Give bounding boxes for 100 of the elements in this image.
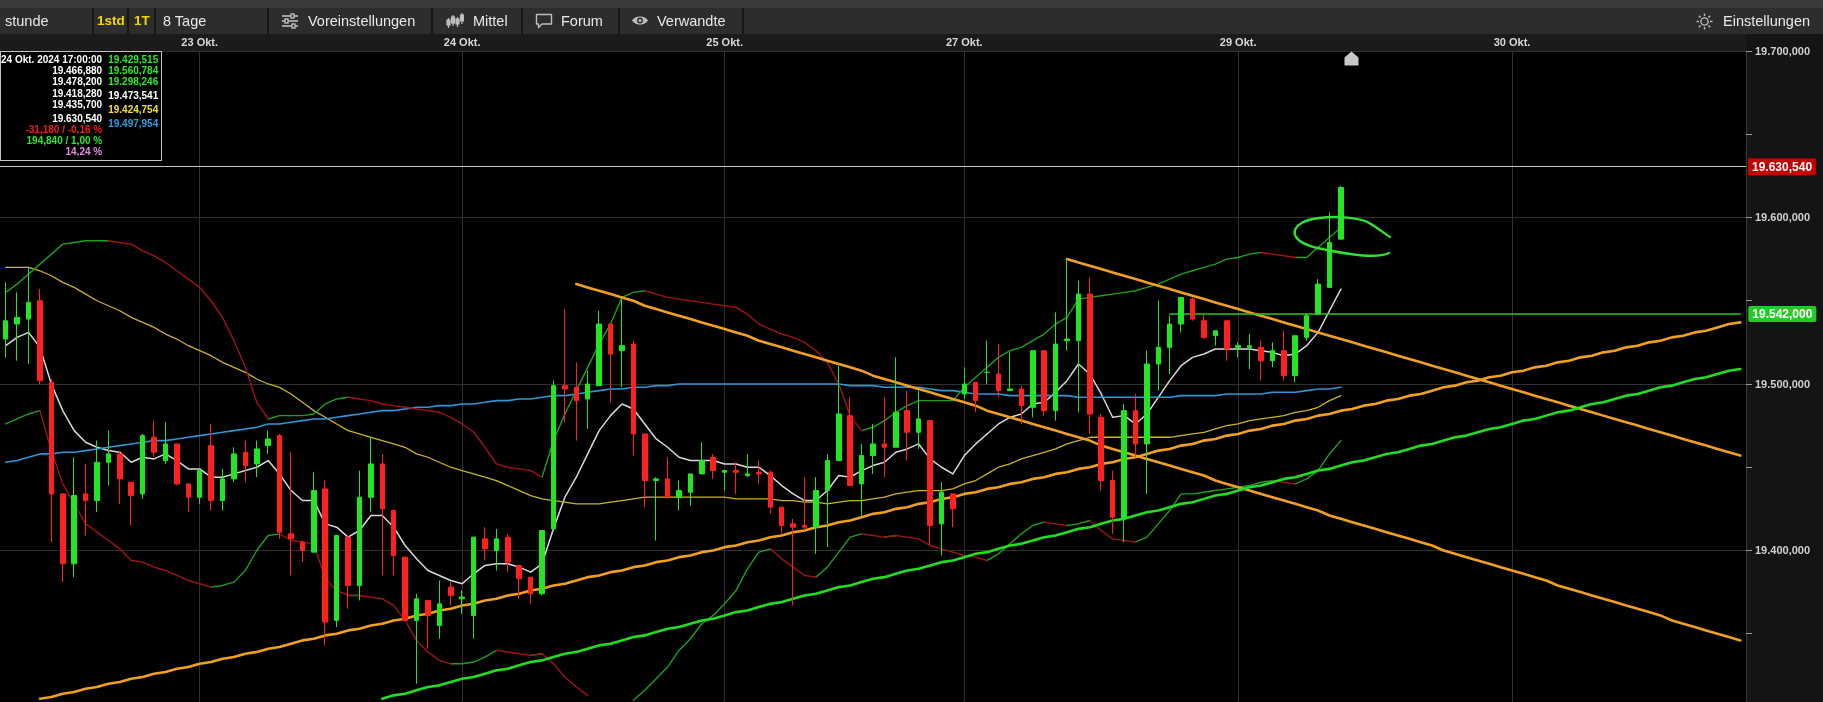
candlestick	[562, 308, 568, 423]
y-tick-label: 19.600,000	[1755, 211, 1811, 224]
candlestick	[197, 468, 202, 505]
candlestick	[904, 390, 910, 462]
candlestick	[277, 433, 282, 540]
candlestick	[619, 296, 625, 388]
candlestick	[448, 581, 454, 606]
candlestick	[710, 453, 716, 480]
candlestick	[927, 420, 933, 546]
candlestick	[642, 433, 648, 508]
candlestick	[1213, 330, 1218, 347]
candlestick	[117, 450, 123, 505]
text: Einstellungen	[1723, 12, 1811, 31]
text: Verwandte	[657, 12, 726, 31]
candlestick	[859, 443, 864, 517]
annotation: 24 Okt. 2024 17:00:00	[1, 54, 103, 66]
candlestick	[825, 453, 830, 548]
candlestick	[174, 443, 180, 487]
annotation: 19.424,754	[108, 103, 159, 116]
candlestick	[345, 535, 351, 610]
candlestick	[882, 396, 887, 478]
x-tick-label: 23 Okt.	[181, 35, 219, 48]
candlestick	[1087, 276, 1093, 435]
annotation: 19.418,280	[51, 87, 103, 99]
candlestick	[26, 266, 31, 365]
candlestick	[71, 456, 77, 578]
candlestick	[973, 381, 978, 413]
candlestick	[1156, 300, 1161, 392]
candlestick	[699, 441, 705, 475]
annotation: 19.429,515	[108, 54, 159, 66]
candlestick	[94, 440, 100, 513]
candlestick	[939, 481, 944, 556]
candlestick	[402, 556, 408, 621]
candlestick	[300, 540, 305, 563]
candlestick	[631, 340, 636, 457]
candlestick	[779, 506, 784, 535]
ref-line-label: 19.630,540	[1752, 159, 1813, 174]
candlestick	[1190, 296, 1195, 322]
candlestick	[916, 390, 921, 450]
candlestick	[950, 493, 956, 528]
candlestick	[893, 356, 899, 448]
candlestick	[459, 589, 465, 615]
candlestick	[528, 576, 533, 605]
candlestick	[1315, 278, 1321, 315]
candlestick	[1258, 340, 1264, 382]
candlestick	[288, 451, 294, 576]
candlestick	[653, 476, 659, 541]
candlestick	[1201, 313, 1207, 340]
x-tick-label: 29 Okt.	[1219, 35, 1257, 48]
candlestick	[1304, 313, 1309, 342]
candlestick	[357, 470, 362, 601]
candlestick	[551, 380, 556, 530]
candlestick	[1064, 258, 1070, 352]
annotation: 194,840 / 1,00 %	[25, 134, 103, 147]
annotation: 19.497,954	[108, 117, 159, 129]
text: 8 Tage	[163, 12, 207, 31]
candlestick	[1235, 341, 1241, 358]
candlestick	[745, 453, 750, 478]
annotation: 19.466,880	[51, 65, 103, 77]
candlestick	[1292, 335, 1298, 383]
candlestick	[676, 480, 682, 512]
candlestick	[1167, 315, 1172, 375]
candlestick	[1281, 330, 1287, 382]
annotation: 19.630,540	[51, 112, 103, 124]
candlestick	[1270, 341, 1275, 368]
candlestick	[1133, 393, 1138, 458]
candlestick	[596, 310, 602, 387]
candlestick	[505, 533, 511, 573]
candlestick	[1007, 351, 1013, 392]
y-tick-label: 19.500,000	[1755, 377, 1811, 390]
candlestick	[1327, 212, 1332, 288]
candlestick	[1030, 350, 1036, 418]
y-tick-label: 19.400,000	[1755, 544, 1811, 557]
text: Voreinstellungen	[308, 12, 416, 31]
line-series	[4, 383, 1342, 464]
candlestick	[665, 456, 670, 498]
annotation: 19.478,200	[51, 76, 103, 88]
candlestick	[14, 291, 20, 362]
candlestick	[688, 473, 693, 507]
x-tick-label: 30 Okt.	[1493, 35, 1531, 48]
line-series	[4, 288, 1342, 585]
candlestick	[1178, 296, 1184, 333]
candlestick	[790, 518, 796, 606]
candlestick	[1110, 470, 1115, 535]
candlestick	[128, 481, 134, 527]
x-tick-label: 24 Okt.	[443, 35, 481, 48]
candlestick	[1053, 311, 1058, 422]
annotation: 19.560,784	[108, 65, 159, 77]
candlestick	[756, 460, 762, 485]
text: Mittel	[473, 12, 508, 31]
candlestick	[106, 430, 111, 487]
annotation: 19.435,700	[51, 98, 103, 111]
candlestick	[368, 436, 374, 513]
candlestick	[49, 378, 54, 543]
candlestick	[414, 593, 419, 685]
candlestick	[254, 440, 260, 478]
annotation: 14,24 %	[64, 146, 103, 158]
text: 1T	[134, 12, 150, 30]
candlestick	[962, 366, 967, 400]
text: Forum	[561, 12, 603, 31]
